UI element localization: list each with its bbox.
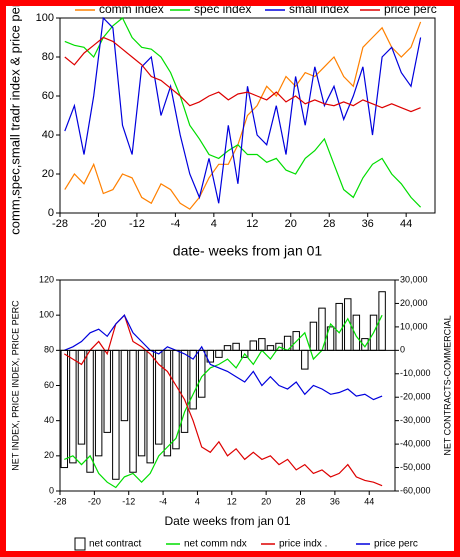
- series-line: [64, 314, 383, 489]
- bar: [112, 349, 120, 480]
- y-tick-label: 100: [36, 12, 54, 24]
- series-line: [64, 21, 422, 210]
- x-tick-label: 44: [364, 496, 374, 506]
- legend-label: spec index: [194, 2, 251, 16]
- y2-axis-label: NET CONTRACTS-COMMERCIAL: [442, 315, 452, 455]
- bar: [86, 349, 94, 473]
- plot-area: [59, 17, 436, 214]
- x-tick-label: -12: [122, 496, 135, 506]
- x-tick-label: -20: [88, 496, 101, 506]
- y2-tick-label: -60,000: [400, 485, 431, 495]
- bar: [146, 349, 154, 464]
- y-axis-label: comm,spec,small tradr index & price perc: [7, 0, 22, 235]
- y2-tick-label: -20,000: [400, 392, 431, 402]
- legend-label: net comm ndx: [184, 539, 247, 550]
- y-tick-label: 120: [39, 274, 54, 284]
- x-tick-label: 28: [296, 496, 306, 506]
- x-tick-label: 20: [261, 496, 271, 506]
- x-tick-label: -28: [52, 218, 68, 230]
- y-tick-label: 100: [39, 310, 54, 320]
- x-tick-label: 4: [195, 496, 200, 506]
- bar: [163, 349, 172, 457]
- bar: [249, 340, 257, 351]
- y-tick-label: 0: [49, 485, 54, 495]
- bar: [172, 349, 180, 450]
- bar: [232, 342, 240, 351]
- bar: [266, 345, 275, 351]
- y2-tick-label: 20,000: [400, 298, 428, 308]
- series-line: [64, 36, 421, 113]
- series-line: [64, 314, 383, 401]
- y-tick-label: 80: [44, 345, 54, 355]
- bar: [137, 349, 146, 457]
- bar: [309, 321, 318, 351]
- x-tick-label: -28: [53, 496, 66, 506]
- legend-label: comm index: [99, 2, 164, 16]
- bar: [258, 338, 266, 351]
- y2-tick-label: -40,000: [400, 438, 431, 448]
- bar: [301, 349, 309, 370]
- y2-tick-label: 0: [400, 345, 405, 355]
- bar: [129, 349, 137, 473]
- x-axis-label: Date weeks from jan 01: [164, 514, 290, 528]
- y-tick-label: 60: [44, 380, 54, 390]
- x-tick-label: 12: [227, 496, 237, 506]
- legend-label: net contract: [89, 539, 141, 550]
- y2-tick-label: 10,000: [400, 321, 428, 331]
- x-tick-label: 36: [330, 496, 340, 506]
- bar: [103, 349, 111, 433]
- y-tick-label: 20: [42, 168, 54, 180]
- legend-label: price perc: [384, 2, 437, 16]
- y-tick-label: 60: [42, 90, 54, 102]
- x-tick-label: -20: [91, 218, 107, 230]
- series-line: [64, 16, 422, 204]
- x-tick-label: -4: [159, 496, 167, 506]
- series-line: [64, 17, 422, 208]
- x-axis-label: date- weeks from jan 01: [173, 243, 323, 259]
- series-line: [63, 314, 383, 487]
- bar: [94, 349, 103, 457]
- y-tick-label: 80: [42, 51, 54, 63]
- y-axis-label: NET INDEX, PRICE INDEX, PRICE PERC: [10, 300, 20, 471]
- y-tick-label: 0: [48, 207, 54, 219]
- bar: [215, 349, 223, 358]
- bar: [60, 349, 69, 469]
- x-tick-label: 44: [400, 218, 412, 230]
- legend-label: price perc: [374, 539, 418, 550]
- x-tick-label: -4: [170, 218, 180, 230]
- y-tick-label: 20: [44, 450, 54, 460]
- bar: [120, 349, 129, 422]
- y2-tick-label: -30,000: [400, 415, 431, 425]
- x-tick-label: 36: [362, 218, 374, 230]
- legend-label: price indx .: [279, 539, 327, 550]
- x-tick-label: 28: [323, 218, 335, 230]
- legend-label: small index: [289, 2, 349, 16]
- y2-tick-label: -10,000: [400, 368, 431, 378]
- y-tick-label: 40: [44, 415, 54, 425]
- y2-tick-label: -50,000: [400, 462, 431, 472]
- y2-tick-label: 30,000: [400, 274, 428, 284]
- x-tick-label: -12: [129, 218, 145, 230]
- bar: [335, 302, 343, 351]
- x-tick-label: 20: [285, 218, 297, 230]
- legend-swatch: [74, 537, 86, 551]
- bar: [223, 345, 232, 351]
- bar: [69, 349, 77, 464]
- x-tick-label: 4: [211, 218, 217, 230]
- y-tick-label: 40: [42, 129, 54, 141]
- x-tick-label: 12: [246, 218, 258, 230]
